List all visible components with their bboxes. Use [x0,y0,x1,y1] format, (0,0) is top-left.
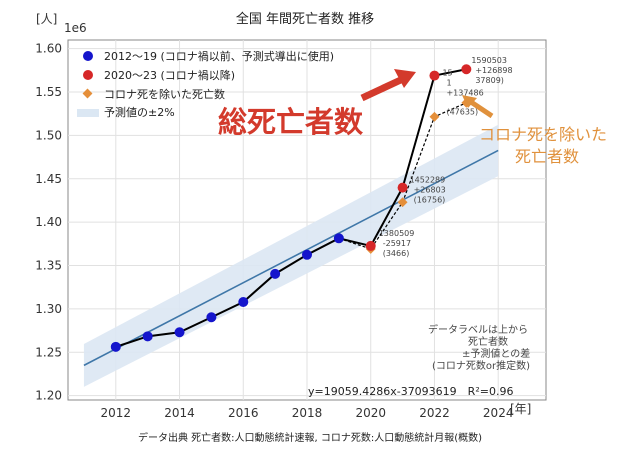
grid-lines [68,40,546,400]
point-covid-era [429,70,440,81]
prediction-band-area [83,124,499,387]
legend-label-excluding: コロナ死を除いた死亡数 [104,87,225,101]
point-pre-covid [302,249,312,260]
x-tick-label: 2024 [483,406,514,420]
total-deaths-annotation: 総死亡者数 [218,105,364,139]
point-pre-covid [333,233,344,244]
note-line-3: ±予測値との差 [462,347,530,360]
point-covid-era [397,182,408,193]
note-line-1: データラベルは上から [428,323,528,336]
point-pre-covid [110,341,121,352]
excluding-annotation-line2: 死亡者数 [515,147,579,166]
data-label-text: 1 [446,79,451,88]
x-tick-label: 2012 [101,406,132,420]
data-labels: 1380509-25917(3466) 1452289+26803(16756) 1… [379,56,513,258]
point-pre-covid [174,327,185,338]
legend-marker-covid [83,70,93,80]
x-tick-label: 2014 [164,406,195,420]
legend-label-covid: 2020〜23 (コロナ禍以降) [104,68,235,82]
data-label-text: +26803 [414,186,446,195]
excluding-covid-callout: コロナ死を除いた 死亡者数 [462,95,607,166]
y-axis-scale-label: 1e6 [64,21,87,35]
point-pre-covid [142,331,153,342]
source-note: データ出典 死亡者数:人口動態統計速報, コロナ死数:人口動態統計月報(概数) [138,431,482,444]
x-tick-label: 2016 [228,406,259,420]
y-tick-label: 1.30 [35,302,62,316]
total-deaths-arrow-head [394,69,416,88]
axis-ticks: 1.20 1.25 1.30 1.35 1.40 1.45 1.50 1.55 1.60 2012… [35,42,513,420]
legend-label-pre-covid: 2012〜19 (コロナ禍以前、予測式導出に使用) [104,49,334,63]
point-pre-covid [206,312,217,323]
x-tick-label: 2020 [355,406,386,420]
note-line-4: (コロナ死数or推定数) [432,359,530,372]
chart-title: 全国 年間死亡者数 推移 [236,11,374,27]
x-tick-label: 2018 [292,406,323,420]
chart-legend: 2012〜19 (コロナ禍以前、予測式導出に使用) 2020〜23 (コロナ禍以… [77,49,334,119]
excluding-annotation-line1: コロナ死を除いた [479,125,607,144]
y-tick-label: 1.20 [35,389,62,403]
y-tick-label: 1.50 [35,128,62,142]
total-deaths-callout: 総死亡者数 [218,69,416,139]
data-label-text: 15 [442,69,452,78]
y-axis-label: [人] [36,12,57,26]
legend-marker-excluding [82,88,93,99]
data-label-text: 37809) [475,76,504,85]
data-label-text: 1452289 [410,176,446,185]
note-line-2: 死亡者数 [468,335,508,348]
total-deaths-line [115,68,467,348]
regression-line [83,149,499,367]
prediction-band [83,124,499,387]
y-tick-label: 1.60 [35,42,62,56]
total-deaths-arrow [360,74,407,102]
data-label-text: +126898 [475,66,512,75]
x-tick-label: 2022 [419,406,450,420]
legend-marker-band [77,109,99,117]
point-covid-era [365,240,376,251]
y-tick-label: 1.55 [35,85,62,99]
data-label-text: +137486 [446,89,483,98]
data-label-text: 1590503 [471,56,507,65]
y-tick-label: 1.35 [35,259,62,273]
trend-equation: y=19059.4286x-37093619 R²=0.96 [308,385,513,398]
point-excluding-covid [397,197,408,208]
point-pre-covid [270,268,281,279]
point-pre-covid [238,296,249,307]
data-label-text: -25917 [383,239,411,248]
y-tick-label: 1.25 [35,345,62,359]
y-tick-label: 1.40 [35,215,62,229]
y-tick-label: 1.45 [35,172,62,186]
data-label-text: (3466) [383,249,410,258]
data-label-text: (16756) [414,196,446,205]
point-covid-era [461,64,472,75]
trend-line [83,149,499,367]
x-axis-label: [年] [510,402,531,416]
data-label-text: 1380509 [379,229,415,238]
note-box: データラベルは上から 死亡者数 ±予測値との差 (コロナ死数or推定数) [428,323,530,372]
legend-label-band: 予測値の±2% [104,105,175,119]
excluding-arrow-head [462,95,477,108]
data-label-text: (47635) [446,108,478,117]
legend-marker-pre-covid [83,51,93,61]
